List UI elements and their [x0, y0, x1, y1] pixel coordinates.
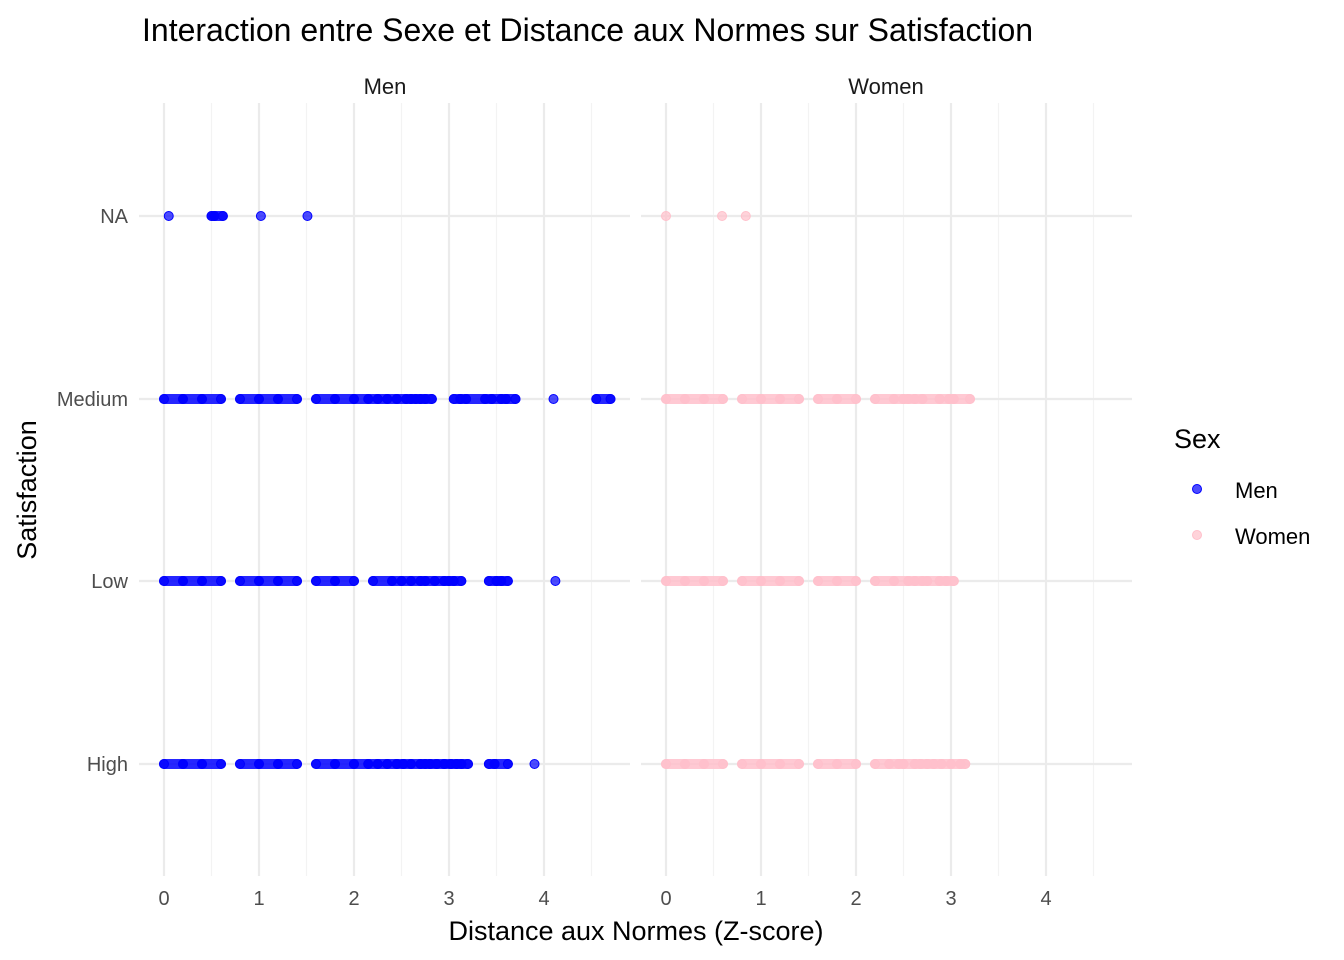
x-tick-labels: 0 1 2 3 4 0 1 2 3 4 [158, 888, 1051, 910]
legend-key-men [1192, 484, 1202, 494]
facet-label-men: Men [364, 74, 407, 99]
x-tick-label: 4 [1040, 888, 1051, 910]
x-tick-label: 2 [850, 888, 861, 910]
x-tick-label: 2 [348, 888, 359, 910]
x-tick-label: 4 [538, 888, 549, 910]
chart-title: Interaction entre Sexe et Distance aux N… [142, 12, 1033, 48]
x-tick-label: 1 [253, 888, 264, 910]
y-tick-labels: High Low Medium NA [57, 206, 129, 776]
legend-title: Sex [1174, 424, 1221, 454]
legend-label-women: Women [1235, 524, 1310, 549]
y-tick-label: High [87, 754, 128, 776]
data-point [740, 211, 751, 221]
y-axis-label: Satisfaction [12, 420, 42, 560]
data-point [550, 576, 561, 586]
legend-label-men: Men [1235, 478, 1278, 503]
panel-men [139, 103, 630, 876]
facet-label-women: Women [848, 74, 923, 99]
data-point [717, 211, 728, 221]
x-tick-label: 1 [755, 888, 766, 910]
data-point [255, 211, 266, 221]
data-point [548, 394, 559, 404]
data-point [302, 211, 313, 221]
x-axis-label: Distance aux Normes (Z-score) [448, 916, 823, 946]
legend: Sex Men Women [1174, 424, 1310, 549]
y-tick-label: Low [91, 571, 128, 593]
data-point [529, 759, 540, 769]
y-tick-label: NA [100, 206, 128, 228]
x-tick-label: 0 [660, 888, 671, 910]
data-point [661, 211, 671, 221]
x-tick-label: 3 [443, 888, 454, 910]
y-tick-label: Medium [57, 389, 128, 411]
panel-women [641, 103, 1132, 876]
x-tick-label: 3 [945, 888, 956, 910]
data-point [163, 211, 174, 221]
x-tick-label: 0 [158, 888, 169, 910]
legend-key-women [1192, 530, 1202, 540]
